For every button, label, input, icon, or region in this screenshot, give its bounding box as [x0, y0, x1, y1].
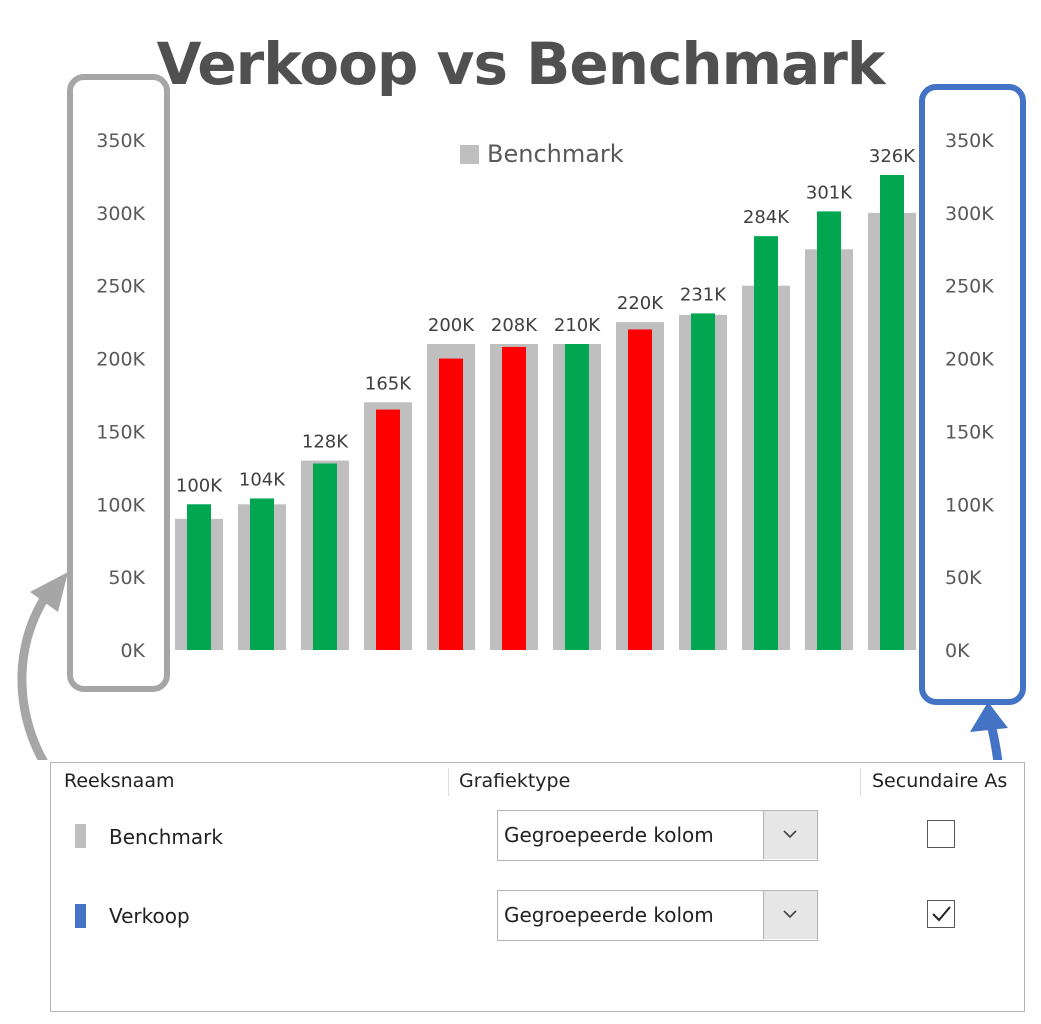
y-primary-tick-label: 100K — [96, 494, 145, 516]
primary-axis-highlight — [67, 74, 170, 692]
header-chart-type: Grafiektype — [459, 770, 571, 792]
verkoop-data-label: 165K — [365, 373, 412, 394]
chart-type-value: Gegroepeerde kolom — [504, 903, 714, 927]
y-secondary-tick-label: 50K — [945, 567, 982, 589]
y-primary-tick-label: 300K — [96, 203, 145, 225]
dropdown-button[interactable] — [763, 811, 817, 859]
header-series-name: Reeksnaam — [64, 770, 175, 792]
secondary-axis-checkbox-verkoop[interactable] — [927, 900, 955, 928]
legend-swatch — [460, 145, 479, 164]
arrow-to-primary-axis — [17, 585, 55, 760]
y-secondary-tick-label: 150K — [945, 421, 994, 443]
y-primary-tick-label: 50K — [108, 567, 145, 589]
arrow-head — [30, 572, 68, 612]
verkoop-bar — [628, 329, 652, 650]
verkoop-data-label: 100K — [176, 475, 223, 496]
verkoop-data-label: 128K — [302, 432, 349, 453]
verkoop-bar — [817, 211, 841, 650]
chart-type-value: Gegroepeerde kolom — [504, 823, 714, 847]
verkoop-data-label: 326K — [869, 146, 916, 167]
verkoop-bar — [187, 504, 211, 650]
y-secondary-tick-label: 200K — [945, 349, 994, 371]
y-primary-tick-label: 350K — [96, 130, 145, 152]
y-secondary-tick-label: 0K — [945, 640, 970, 662]
verkoop-data-label: 200K — [428, 315, 475, 336]
chevron-down-icon — [783, 830, 797, 839]
y-primary-tick-label: 0K — [120, 640, 145, 662]
arrow-to-secondary-axis — [985, 715, 1003, 760]
verkoop-bar — [250, 498, 274, 650]
series-options-panel — [50, 762, 1025, 1012]
secondary-axis-highlight — [919, 84, 1026, 705]
y-secondary-tick-label: 250K — [945, 276, 994, 298]
verkoop-data-label: 210K — [554, 315, 601, 336]
chart-type-select-verkoop[interactable]: Gegroepeerde kolom — [497, 890, 818, 941]
header-separator — [448, 768, 449, 796]
y-primary-tick-label: 200K — [96, 349, 145, 371]
checkmark-icon — [932, 906, 951, 922]
verkoop-data-label: 301K — [806, 182, 853, 203]
legend-label: Benchmark — [487, 140, 624, 168]
series-color-swatch-benchmark — [75, 824, 86, 848]
y-secondary-tick-label: 100K — [945, 494, 994, 516]
y-secondary-tick-label: 350K — [945, 130, 994, 152]
panel-top-border — [50, 762, 1025, 763]
header-separator — [860, 768, 861, 796]
verkoop-data-label: 284K — [743, 207, 790, 228]
verkoop-data-label: 104K — [239, 469, 286, 490]
chart-title: Verkoop vs Benchmark — [156, 30, 886, 98]
series-name-verkoop: Verkoop — [109, 904, 190, 928]
verkoop-bar — [313, 463, 337, 650]
y-secondary-tick-label: 300K — [945, 203, 994, 225]
header-secondary-axis: Secundaire As — [872, 770, 1008, 792]
verkoop-bar — [691, 313, 715, 650]
chart-type-select-benchmark[interactable]: Gegroepeerde kolom — [497, 810, 818, 861]
chevron-down-icon — [783, 910, 797, 919]
verkoop-data-label: 208K — [491, 315, 538, 336]
verkoop-bar — [754, 236, 778, 650]
series-name-benchmark: Benchmark — [109, 825, 223, 849]
verkoop-bar — [880, 174, 904, 650]
verkoop-bar — [439, 358, 463, 650]
verkoop-bar — [376, 409, 400, 650]
arrow-head — [970, 702, 1008, 732]
series-color-swatch-verkoop — [75, 904, 86, 928]
y-primary-tick-label: 250K — [96, 276, 145, 298]
verkoop-data-label: 231K — [680, 284, 727, 305]
verkoop-data-label: 220K — [617, 293, 664, 314]
y-primary-tick-label: 150K — [96, 421, 145, 443]
verkoop-bar — [502, 346, 526, 650]
secondary-axis-checkbox-benchmark[interactable] — [927, 820, 955, 848]
verkoop-bar — [565, 344, 589, 650]
dropdown-button[interactable] — [763, 891, 817, 939]
chart: 0K 50K 100K 150K 200K 250K 300K 350K 0K 50K 100K 1… — [17, 74, 1026, 760]
